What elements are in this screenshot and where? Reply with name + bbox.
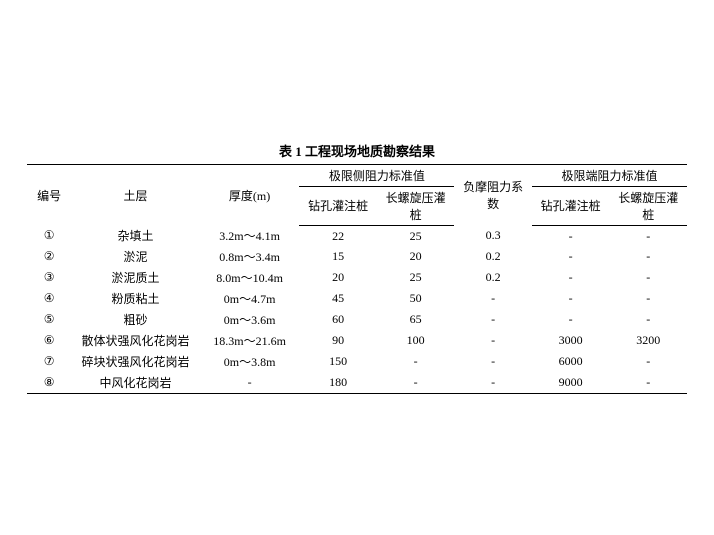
cell-lat_screw: 50: [377, 288, 455, 309]
cell-end_drill: -: [532, 309, 610, 330]
table-title: 表 1 工程现场地质勘察结果: [27, 141, 687, 160]
cell-end_drill: -: [532, 288, 610, 309]
cell-neg: -: [454, 309, 532, 330]
cell-thick: -: [200, 372, 300, 394]
cell-end_drill: 6000: [532, 351, 610, 372]
cell-end_screw: -: [609, 372, 687, 394]
cell-lat_screw: 20: [377, 246, 455, 267]
cell-lat_drill: 20: [299, 267, 377, 288]
table-row: ⑦碎块状强风化花岗岩0m～3.8m150--6000-: [27, 351, 687, 372]
cell-lat_drill: 180: [299, 372, 377, 394]
cell-lat_drill: 90: [299, 330, 377, 351]
cell-layer: 中风化花岗岩: [71, 372, 199, 394]
table-row: ②淤泥0.8m～3.4m15200.2--: [27, 246, 687, 267]
cell-num: ②: [27, 246, 71, 267]
cell-thick: 8.0m～10.4m: [200, 267, 300, 288]
table-row: ③淤泥质土8.0m～10.4m20250.2--: [27, 267, 687, 288]
cell-num: ①: [27, 225, 71, 246]
cell-layer: 碎块状强风化花岗岩: [71, 351, 199, 372]
header-lateral-group: 极限侧阻力标准值: [299, 164, 454, 186]
geology-table-container: 表 1 工程现场地质勘察结果 编号 土层 厚度(m) 极限侧阻力标准值 负摩阻力…: [27, 141, 687, 395]
cell-thick: 0m～4.7m: [200, 288, 300, 309]
header-lat-screw: 长螺旋压灌桩: [377, 186, 455, 225]
geology-table: 编号 土层 厚度(m) 极限侧阻力标准值 负摩阻力系数 极限端阻力标准值 钻孔灌…: [27, 164, 687, 395]
cell-lat_screw: 25: [377, 267, 455, 288]
cell-lat_drill: 15: [299, 246, 377, 267]
cell-layer: 散体状强风化花岗岩: [71, 330, 199, 351]
table-row: ①杂填土3.2m～4.1m22250.3--: [27, 225, 687, 246]
cell-lat_screw: 25: [377, 225, 455, 246]
cell-thick: 18.3m～21.6m: [200, 330, 300, 351]
cell-num: ⑧: [27, 372, 71, 394]
cell-end_screw: -: [609, 246, 687, 267]
cell-end_screw: 3200: [609, 330, 687, 351]
cell-num: ⑤: [27, 309, 71, 330]
cell-layer: 淤泥质土: [71, 267, 199, 288]
cell-end_screw: -: [609, 267, 687, 288]
cell-num: ③: [27, 267, 71, 288]
cell-num: ⑦: [27, 351, 71, 372]
cell-neg: -: [454, 288, 532, 309]
cell-thick: 0m～3.6m: [200, 309, 300, 330]
header-layer: 土层: [71, 164, 199, 225]
cell-neg: 0.2: [454, 267, 532, 288]
table-body: ①杂填土3.2m～4.1m22250.3--②淤泥0.8m～3.4m15200.…: [27, 225, 687, 394]
cell-thick: 3.2m～4.1m: [200, 225, 300, 246]
cell-neg: 0.3: [454, 225, 532, 246]
header-end-group: 极限端阻力标准值: [532, 164, 687, 186]
cell-end_screw: -: [609, 351, 687, 372]
table-header: 编号 土层 厚度(m) 极限侧阻力标准值 负摩阻力系数 极限端阻力标准值 钻孔灌…: [27, 164, 687, 225]
cell-end_screw: -: [609, 309, 687, 330]
cell-lat_screw: -: [377, 372, 455, 394]
cell-end_drill: -: [532, 225, 610, 246]
cell-thick: 0m～3.8m: [200, 351, 300, 372]
cell-num: ④: [27, 288, 71, 309]
header-thickness: 厚度(m): [200, 164, 300, 225]
cell-end_screw: -: [609, 225, 687, 246]
cell-lat_screw: 65: [377, 309, 455, 330]
table-row: ⑤粗砂0m～3.6m6065---: [27, 309, 687, 330]
table-row: ⑥散体状强风化花岗岩18.3m～21.6m90100-30003200: [27, 330, 687, 351]
cell-layer: 淤泥: [71, 246, 199, 267]
header-end-drill: 钻孔灌注桩: [532, 186, 610, 225]
table-row: ⑧中风化花岗岩-180--9000-: [27, 372, 687, 394]
cell-neg: 0.2: [454, 246, 532, 267]
cell-end_drill: 9000: [532, 372, 610, 394]
cell-neg: -: [454, 351, 532, 372]
header-lat-drill: 钻孔灌注桩: [299, 186, 377, 225]
header-num: 编号: [27, 164, 71, 225]
header-negative: 负摩阻力系数: [454, 164, 532, 225]
cell-lat_drill: 150: [299, 351, 377, 372]
cell-end_drill: -: [532, 246, 610, 267]
cell-end_screw: -: [609, 288, 687, 309]
cell-num: ⑥: [27, 330, 71, 351]
cell-lat_drill: 45: [299, 288, 377, 309]
cell-layer: 粉质粘土: [71, 288, 199, 309]
cell-layer: 粗砂: [71, 309, 199, 330]
cell-layer: 杂填土: [71, 225, 199, 246]
cell-neg: -: [454, 372, 532, 394]
header-end-screw: 长螺旋压灌桩: [609, 186, 687, 225]
cell-end_drill: -: [532, 267, 610, 288]
cell-lat_screw: -: [377, 351, 455, 372]
cell-lat_drill: 60: [299, 309, 377, 330]
cell-neg: -: [454, 330, 532, 351]
cell-end_drill: 3000: [532, 330, 610, 351]
cell-lat_drill: 22: [299, 225, 377, 246]
table-row: ④粉质粘土0m～4.7m4550---: [27, 288, 687, 309]
cell-thick: 0.8m～3.4m: [200, 246, 300, 267]
cell-lat_screw: 100: [377, 330, 455, 351]
